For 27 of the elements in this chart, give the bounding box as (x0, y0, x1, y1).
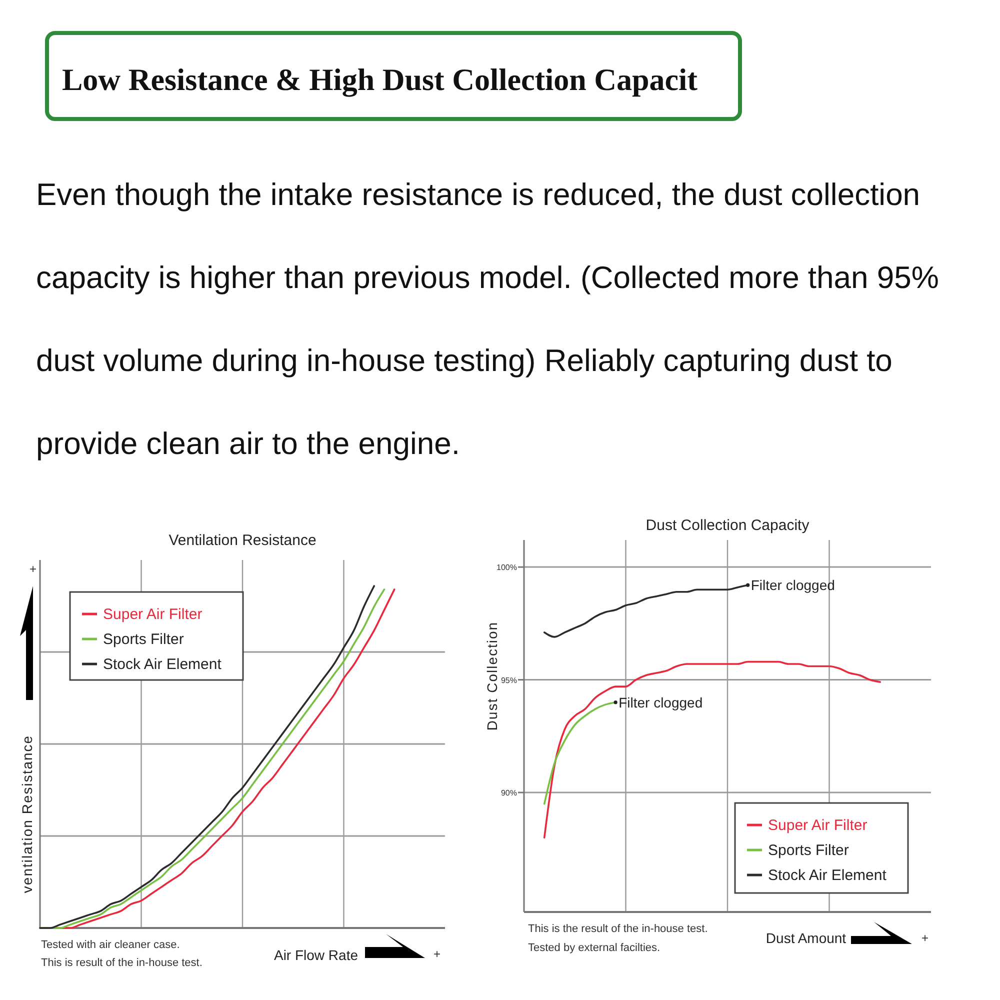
y-tick-label: 100% (496, 563, 517, 572)
text: Even though the intake resistance is reduced, the dust collection capacity is higher than previous model. (Collected more than 95% dust volume during in-house testing) Reliably capturing dust to provide clean air to the engine. (36, 177, 939, 461)
text: + (433, 947, 441, 961)
text: Tested by external facilties. (528, 942, 660, 954)
legend-label: Super Air Filter (768, 817, 868, 834)
y-tick-label: 90% (500, 788, 517, 798)
chart-title: Ventilation Resistance (168, 532, 316, 549)
text: + (921, 931, 929, 945)
legend-label: Stock Air Element (103, 656, 222, 673)
legend-label: Sports Filter (103, 631, 184, 648)
x-axis-title: Dust Amount (766, 930, 846, 946)
x-axis-title: Air Flow Rate (274, 947, 358, 963)
text: Low Resistance & High Dust Collection Capacit (62, 62, 698, 97)
y-axis-title: Dust Collection (484, 621, 500, 731)
chart-title: Dust Collection Capacity (646, 517, 810, 534)
text: This is the result of the in-house test. (528, 923, 708, 935)
legend-label: Super Air Filter (103, 606, 202, 623)
text: Tested with air cleaner case. (41, 939, 180, 951)
y-tick-label: 95% (500, 676, 517, 685)
annotation: Filter clogged (618, 694, 703, 710)
text: + (29, 562, 37, 576)
text: This is result of the in-house test. (41, 957, 202, 969)
y-axis-title: ventilation Resistance (19, 734, 35, 894)
annotation: Filter clogged (750, 577, 835, 594)
line-series (543, 660, 882, 838)
legend-label: Sports Filter (768, 842, 849, 859)
legend-label: Stock Air Element (768, 867, 888, 884)
